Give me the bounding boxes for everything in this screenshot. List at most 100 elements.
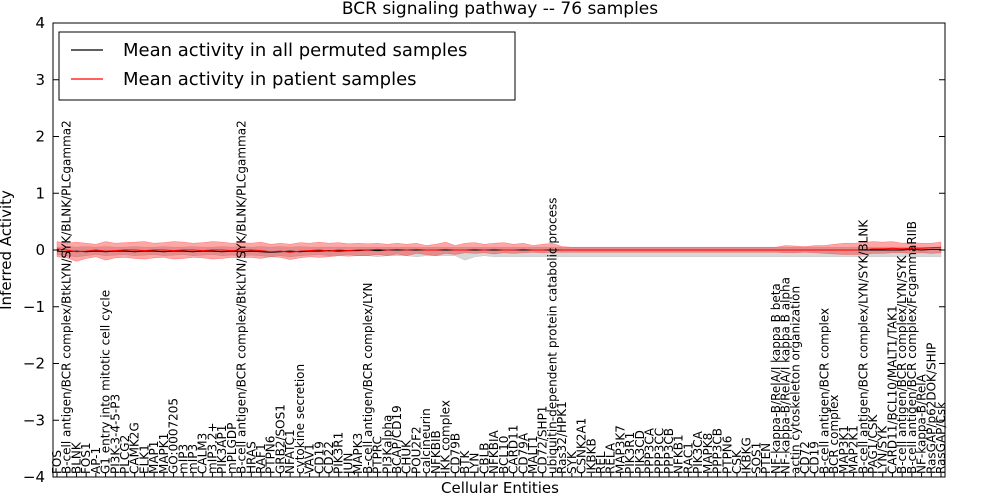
category-label: LYN <box>468 453 482 474</box>
category-label: SOS1 <box>749 442 763 474</box>
y-tick-label: −2 <box>23 355 45 373</box>
category-label: CARD11 <box>507 425 521 474</box>
legend-entry-patient: Mean activity in patient samples <box>123 69 417 90</box>
category-label: calcineurin <box>419 408 433 474</box>
category-label: MAPK8 <box>701 433 715 474</box>
category-label: RAC1 <box>681 442 695 474</box>
y-axis: −4 −3 −2 −1 0 1 2 3 4 <box>23 14 945 486</box>
category-label: CD19 <box>312 441 326 474</box>
category-label: CD19 <box>808 441 822 474</box>
category-label: RasGAP/Csk <box>934 402 948 474</box>
category-label: PPP3CC <box>652 428 666 474</box>
category-label: GRB2/SOS1 <box>273 404 287 474</box>
category-label: mIP3,2+ <box>205 422 219 474</box>
category-label: JUN <box>341 453 355 475</box>
y-axis-label: Inferred Activity <box>0 190 15 310</box>
category-label: B-cell antigen/BCR complex/BtkLYN/SYK/BL… <box>60 120 74 474</box>
category-label: PLCG2 <box>118 435 132 474</box>
category-label: MAP3K1 <box>837 425 851 474</box>
category-label: MAPK1 <box>157 433 171 474</box>
category-label: MAP2K1 <box>847 425 861 474</box>
legend-entry-permuted: Mean activity in all permuted samples <box>123 40 467 61</box>
category-label: G1 entry into mitotic cell cycle <box>99 290 113 474</box>
category-label: CALM3 <box>196 433 210 474</box>
category-label: LYN/SYK <box>876 425 890 474</box>
category-label: PPP3CB <box>662 428 676 474</box>
y-tick-label: 4 <box>35 14 45 32</box>
category-label: NF-kappa-B/RelA <box>915 373 929 474</box>
category-label: PIK3R1 <box>623 432 637 474</box>
category-label: PPP3CA <box>643 427 657 474</box>
category-label: RAF1 <box>254 443 268 474</box>
y-tick-label: −3 <box>23 411 45 429</box>
category-label: FOS <box>50 450 64 474</box>
category-label: PTPN6 <box>720 436 734 474</box>
category-label: CBLB <box>477 442 491 474</box>
series-line-patient <box>56 246 942 253</box>
category-label: AP-1 <box>89 447 103 474</box>
category-label: NFATC1 <box>283 429 297 474</box>
x-axis-label: Cellular Entities <box>441 479 559 497</box>
category-label: POU2F2 <box>409 426 423 474</box>
category-label: NFKBIB <box>429 430 443 474</box>
category-label: B-cell antigen/BCR complex <box>817 308 831 474</box>
y-tick-label: 2 <box>35 128 45 146</box>
category-label: mIP3 <box>176 444 190 474</box>
y-tick-label: 0 <box>35 241 45 259</box>
category-label: NF-kappa-B/RelA/I kappa B beta <box>769 283 783 474</box>
category-label: CD79A <box>516 432 530 474</box>
category-label: PIK3R1 <box>332 432 346 474</box>
category-label: MAP1 <box>147 441 161 474</box>
category-label: mIP3 <box>186 444 200 474</box>
category-label: MAPK3 <box>351 433 365 474</box>
y-tick-label: −1 <box>23 298 45 316</box>
category-label: CHUK <box>400 439 414 474</box>
category-label: PTPRC <box>371 436 385 474</box>
y-tick-label: −4 <box>23 468 45 486</box>
category-label: PIK3AP1 <box>215 425 229 474</box>
category-label: BCR complex <box>827 395 841 474</box>
category-label: GO:0007205 <box>167 398 181 474</box>
category-label: CD79B <box>448 433 462 474</box>
category-label: NF-kappa-B/RelA/I kappa B alpha <box>779 277 793 474</box>
category-label: CSNK2A1 <box>575 418 589 474</box>
category-label: IKBKG <box>740 437 754 474</box>
category-label: cytokine secretion <box>293 364 307 474</box>
category-label: IKK complex <box>439 400 453 474</box>
category-label: B-cell antigen/BCR complex/FcgammaRIIB <box>905 221 919 474</box>
category-label: Ras32/HPK1 <box>555 401 569 474</box>
category-label: PIK3CA <box>691 430 705 474</box>
category-label: IKBKB <box>584 438 598 474</box>
category-label: CD72/SHP1 <box>536 406 550 474</box>
patient-band <box>56 241 942 262</box>
category-label: B-cell antigen/BCR complex/LYN/SYK/BLNK <box>856 219 870 474</box>
category-label: RasGAP/p62DOK/SHIP <box>924 343 938 474</box>
category-label: actin cytoskeleton organization <box>788 286 802 474</box>
category-label: NFKBIA <box>487 429 501 474</box>
category-label: HRAS <box>244 441 258 474</box>
category-label: BCL10 <box>497 436 511 474</box>
category-label: CD72 <box>798 441 812 474</box>
category-label: B-cell antigen/BCR complex/LYN <box>361 282 375 474</box>
category-label: PPP3CB <box>711 428 725 474</box>
category-label: CAMK2G <box>128 422 142 474</box>
category-label: ELK1 <box>137 444 151 474</box>
category-label: RELA <box>604 442 618 474</box>
y-tick-label: 1 <box>35 184 45 202</box>
category-label: REL <box>594 451 608 474</box>
category-label: mPLGDP <box>225 423 239 474</box>
category-label: PI3K-3-4-5-P3 <box>108 394 122 474</box>
category-label: PIK3CD <box>633 430 647 474</box>
category-label: B-cell antigen/BCR complex/BtkLYN/SYK/BL… <box>235 120 249 474</box>
category-label: MAP3K7 <box>613 425 627 474</box>
category-label: MALT1 <box>526 435 540 474</box>
category-label: PI3Kalpha <box>380 415 394 474</box>
chart-title: BCR signaling pathway -- 76 samples <box>342 0 658 19</box>
category-label: CSK <box>730 449 744 474</box>
category-label: CARD11/BCL10/MALT1/TAK1 <box>885 305 899 474</box>
category-label: VAV1 <box>303 443 317 474</box>
category-label: CD22 <box>322 441 336 474</box>
plot-area <box>56 241 942 262</box>
